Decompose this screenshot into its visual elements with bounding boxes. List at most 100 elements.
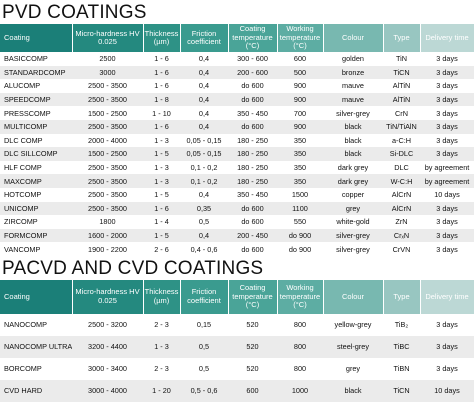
header-cell: Thickness (µm) xyxy=(143,24,181,52)
table-row: BORCOMP 3000 - 3400 2 - 3 0,5 520 800 grey TiBN… xyxy=(0,358,474,380)
table-cell: 0,15 xyxy=(196,320,212,330)
table-cell: 2500 - 3500 xyxy=(88,190,127,200)
table-cell: black xyxy=(323,147,383,161)
table-cell: CVD HARD xyxy=(0,379,72,402)
table-cell: 1 - 6 xyxy=(143,119,180,134)
table-cell: 900 xyxy=(277,92,323,107)
table-cell: 0,4 xyxy=(198,190,210,200)
table-cell: 350 xyxy=(293,135,307,145)
table-header: Coating Micro-hardness HV 0.025 Thickness … xyxy=(0,24,474,52)
table-cell: AlTiN xyxy=(383,92,420,107)
table-cell: 2500 - 3500 xyxy=(72,174,143,188)
table-cell: 2500 - 3500 xyxy=(88,163,127,173)
table-cell: 180 - 250 xyxy=(237,135,268,145)
header-row: Coating Micro-hardness HV 0.025 Thickness … xyxy=(0,24,474,52)
table-cell: BORCOMP xyxy=(4,364,42,374)
table-cell: 3000 - 3400 xyxy=(88,364,127,374)
table-cell: 200 - 600 xyxy=(228,65,277,80)
table-cell: mauve xyxy=(323,92,383,107)
table-cell: 700 xyxy=(293,108,307,118)
section: PVD COATINGS Coating Micro-hardness HV 0.0… xyxy=(0,2,474,254)
coatings-table: Coating Micro-hardness HV 0.025 Thickness … xyxy=(0,279,474,402)
header-cell: Thickness (µm) xyxy=(143,279,181,314)
section-title: PACVD AND CVD COATINGS xyxy=(2,257,264,279)
table-cell: 350 - 450 xyxy=(237,190,268,200)
table-cell: ZIRCOMP xyxy=(4,217,38,227)
table-cell: 1 - 3 xyxy=(143,174,180,188)
table-cell: copper xyxy=(341,190,365,200)
table-cell: 520 xyxy=(246,364,259,374)
table-cell: a-C:H xyxy=(391,135,412,145)
table-cell: black xyxy=(344,135,362,145)
table-cell: yellow-grey xyxy=(334,320,372,330)
table-cell: 1 - 4 xyxy=(154,217,169,227)
table-cell: AlTiN xyxy=(392,81,411,91)
table-cell: 3 days xyxy=(420,228,474,243)
table-cell: 0,4 - 0,6 xyxy=(190,244,218,254)
table-cell: dark grey xyxy=(337,163,369,173)
table-row: DLC SILLCOMP 1500 - 2500 1 - 5 0,05 - 0,15 1… xyxy=(0,147,474,161)
table-cell: 0,4 xyxy=(180,92,228,107)
table-cell: 1 - 6 xyxy=(154,54,169,64)
table-cell: do 600 xyxy=(228,92,277,107)
table-cell: steel-grey xyxy=(323,335,383,358)
table-cell: 3 days xyxy=(436,54,458,64)
table-cell: 350 xyxy=(277,147,323,161)
table-row: FORMCOMP 1600 - 2000 1 - 5 0,4 200 - 450 do 9… xyxy=(0,228,474,243)
table-cell: 1900 - 2200 xyxy=(88,244,127,254)
table-row: NANOCOMP 2500 - 3200 2 - 3 0,15 520 800 yellow… xyxy=(0,314,474,336)
table-cell: silver-grey xyxy=(323,228,383,243)
table-row: PRESSCOMP 1500 - 2500 1 - 10 0,4 350 - 450 70… xyxy=(0,106,474,120)
table-row: MULTICOMP 2500 - 3500 1 - 6 0,4 do 600 900 bla… xyxy=(0,119,474,134)
table-cell: 350 xyxy=(277,174,323,188)
table-cell: 600 xyxy=(228,379,277,402)
table-cell: white-gold xyxy=(336,217,370,227)
header-cell: Coating xyxy=(0,279,73,314)
table-header: Coating Micro-hardness HV 0.025 Thickness … xyxy=(0,279,474,314)
table-cell: 3 days xyxy=(436,81,458,91)
table-body: NANOCOMP 2500 - 3200 2 - 3 0,15 520 800 yellow… xyxy=(0,314,474,402)
table-cell: 10 days xyxy=(434,190,460,200)
header-cell: Coating temperature (°C) xyxy=(228,279,278,314)
table-cell: UNICOMP xyxy=(0,201,72,216)
table-cell: black xyxy=(323,119,383,134)
table-cell: 3 days xyxy=(436,135,458,145)
table-cell: ALUCOMP xyxy=(4,81,41,91)
table-cell: 1500 xyxy=(291,190,309,200)
table-cell: golden xyxy=(342,54,364,64)
table-cell: PRESSCOMP xyxy=(4,108,51,118)
table-cell: by agreement xyxy=(420,174,474,188)
table-cell: 3 days xyxy=(420,335,474,358)
table-cell: 1100 xyxy=(277,201,323,216)
table-cell: VANCOMP xyxy=(4,244,41,254)
table-cell: 350 xyxy=(293,163,307,173)
table-cell: CrVN xyxy=(392,244,411,254)
table-cell: TiBN xyxy=(393,364,410,374)
header-row: Coating Micro-hardness HV 0.025 Thickness … xyxy=(0,279,474,314)
table-cell: 3 days xyxy=(420,92,474,107)
table-cell: 0,4 xyxy=(180,228,228,243)
table-cell: 3 days xyxy=(420,119,474,134)
table-cell: 1 - 6 xyxy=(154,81,169,91)
header-cell: Colour xyxy=(323,279,384,314)
section: PACVD AND CVD COATINGS Coating Micro-hardn… xyxy=(0,256,474,402)
header-cell: Working temperature (°C) xyxy=(277,24,324,52)
table-cell: AlCrN xyxy=(383,201,420,216)
table-cell: 1 - 6 xyxy=(143,201,180,216)
table-row: BASICCOMP 2500 1 - 6 0,4 300 - 600 600 golden T… xyxy=(0,52,474,66)
table-cell: CrN xyxy=(395,108,408,118)
table-cell: 1 - 6 xyxy=(143,65,180,80)
table-cell: STANDARDCOMP xyxy=(0,65,72,80)
table-cell: 300 - 600 xyxy=(237,54,268,64)
table-cell: HOTCOMP xyxy=(4,190,42,200)
table-row: UNICOMP 2500 - 3500 1 - 6 0,35 do 600 1100 gre… xyxy=(0,201,474,216)
table-cell: TiN/TiAlN xyxy=(383,119,420,134)
table-cell: 3 days xyxy=(420,201,474,216)
table-cell: 1 - 8 xyxy=(143,92,180,107)
table-cell: mauve xyxy=(342,81,364,91)
table-cell: NANOCOMP ULTRA xyxy=(0,335,72,358)
table-cell: 3 days xyxy=(436,108,458,118)
table-cell: 1 - 3 xyxy=(154,163,169,173)
